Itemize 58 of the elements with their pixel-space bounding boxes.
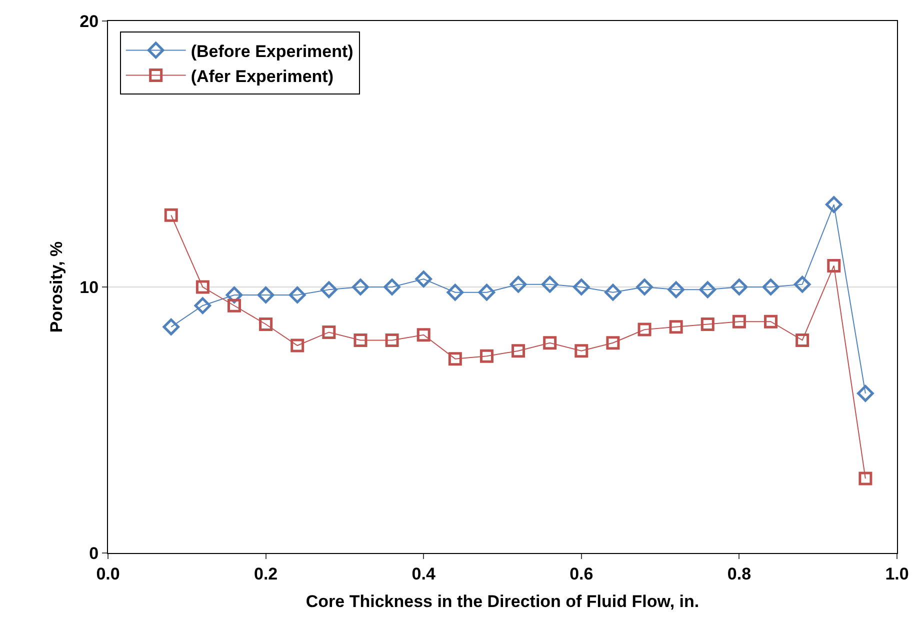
- point: [858, 472, 872, 486]
- point: [164, 208, 178, 222]
- y-tick-label: 10: [80, 278, 99, 297]
- point: [257, 286, 274, 304]
- point: [606, 336, 620, 350]
- x-tick-label: 0.6: [570, 564, 594, 584]
- point: [669, 320, 683, 334]
- point: [636, 278, 653, 296]
- legend-label: (Afer Experiment): [190, 66, 334, 86]
- point: [825, 196, 842, 213]
- point: [541, 276, 558, 293]
- point: [227, 298, 241, 312]
- point: [730, 278, 748, 296]
- point: [512, 344, 526, 358]
- x-tick-label: 1.0: [885, 564, 909, 584]
- y-tick-label: 0: [89, 544, 99, 563]
- point: [794, 276, 811, 293]
- point: [446, 284, 464, 301]
- y-axis-title: Porosity, %: [47, 241, 66, 333]
- x-tick-label: 0.8: [727, 564, 752, 584]
- point: [162, 318, 180, 336]
- x-tick-label: 0.2: [254, 564, 278, 584]
- point: [857, 385, 874, 402]
- point: [354, 333, 368, 347]
- point: [638, 322, 652, 336]
- point: [604, 284, 622, 301]
- point: [352, 278, 369, 296]
- point: [478, 284, 496, 301]
- point: [448, 352, 462, 366]
- point: [322, 325, 336, 339]
- x-tick-label: 0.0: [96, 564, 120, 584]
- point: [480, 349, 494, 363]
- point: [764, 314, 778, 328]
- point: [574, 344, 588, 358]
- point: [700, 317, 714, 331]
- point: [415, 270, 432, 288]
- point: [699, 281, 716, 298]
- point: [416, 328, 430, 342]
- point: [194, 297, 212, 314]
- point: [762, 278, 780, 296]
- point: [668, 281, 684, 298]
- point: [796, 333, 810, 347]
- point: [827, 258, 841, 272]
- x-tick-label: 0.4: [412, 564, 436, 584]
- point: [288, 286, 306, 304]
- point: [259, 317, 273, 331]
- point: [732, 314, 746, 328]
- point: [573, 278, 590, 296]
- point: [510, 276, 527, 293]
- legend-label: (Before Experiment): [190, 42, 354, 61]
- y-tick-label: 20: [80, 12, 99, 31]
- point: [290, 338, 304, 352]
- point: [384, 278, 400, 296]
- x-axis-title: Core Thickness in the Direction of Fluid Flow, in.: [306, 592, 700, 611]
- point: [320, 281, 338, 298]
- point: [196, 280, 210, 294]
- point: [543, 336, 557, 350]
- point: [385, 333, 399, 347]
